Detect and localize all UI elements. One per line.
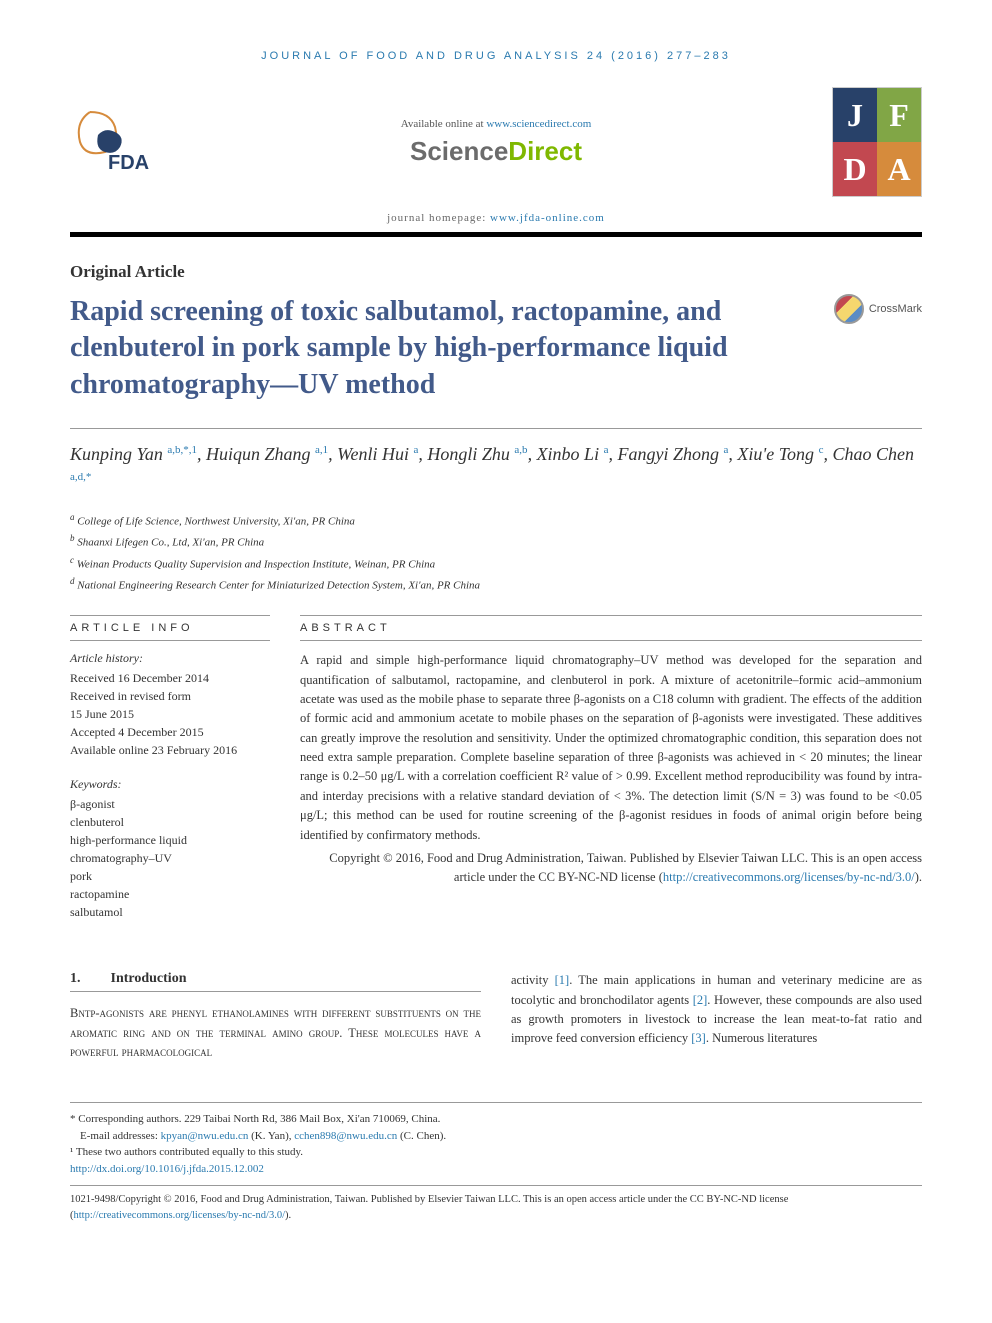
sciencedirect-logo: ScienceDirect [160, 136, 832, 167]
history-line: Received in revised form [70, 687, 270, 705]
ref-3-link[interactable]: [3] [691, 1031, 706, 1045]
author: Kunping Yan a,b,*,1 [70, 444, 197, 464]
keywords-text: β-agonistclenbuterolhigh-performance liq… [70, 795, 270, 921]
sciencedirect-link[interactable]: www.sciencedirect.com [486, 118, 591, 130]
jfda-j: J [833, 88, 877, 142]
history-line: Received 16 December 2014 [70, 669, 270, 687]
keyword: pork [70, 867, 270, 885]
affiliation: d National Engineering Research Center f… [70, 574, 922, 595]
keyword: salbutamol [70, 903, 270, 921]
available-online-text: Available online at www.sciencedirect.co… [160, 118, 832, 130]
author: Xinbo Li a [537, 444, 609, 464]
author: Fangyi Zhong a [617, 444, 728, 464]
divider [70, 428, 922, 429]
affiliation: c Weinan Products Quality Supervision an… [70, 553, 922, 574]
author: Wenli Hui a [337, 444, 418, 464]
history-line: 15 June 2015 [70, 705, 270, 723]
svg-text:FDA: FDA [108, 152, 149, 174]
doi-link[interactable]: http://dx.doi.org/10.1016/j.jfda.2015.12… [70, 1163, 264, 1175]
abstract-text: A rapid and simple high-performance liqu… [300, 651, 922, 845]
keyword: β-agonist [70, 795, 270, 813]
section-1-heading: 1. Introduction [70, 971, 481, 992]
journal-cover: J F D A [832, 87, 922, 197]
crossmark-badge[interactable]: CrossMark [834, 294, 922, 324]
email-chen-link[interactable]: cchen898@nwu.edu.cn [294, 1130, 397, 1142]
abstract-copyright: Copyright © 2016, Food and Drug Administ… [300, 849, 922, 888]
jfda-d: D [833, 142, 877, 196]
keyword: high-performance liquid [70, 831, 270, 849]
affiliations-list: a College of Life Science, Northwest Uni… [70, 510, 922, 595]
jfda-f: F [877, 88, 921, 142]
affiliation: b Shaanxi Lifegen Co., Ltd, Xi'an, PR Ch… [70, 531, 922, 552]
footnotes: * Corresponding authors. 229 Taibai Nort… [70, 1102, 922, 1177]
affiliation: a College of Life Science, Northwest Uni… [70, 510, 922, 531]
homepage-link[interactable]: www.jfda-online.com [490, 212, 605, 224]
homepage-line: journal homepage: www.jfda-online.com [70, 212, 922, 224]
author: Huiqun Zhang a,1 [206, 444, 328, 464]
article-info-header: ARTICLE INFO [70, 615, 270, 641]
abstract-header: ABSTRACT [300, 615, 922, 641]
running-header: JOURNAL OF FOOD AND DRUG ANALYSIS 24 (20… [70, 50, 922, 62]
history-line: Accepted 4 December 2015 [70, 723, 270, 741]
crossmark-icon [834, 294, 864, 324]
divider-bar [70, 232, 922, 237]
keyword: ractopamine [70, 885, 270, 903]
email-yan-link[interactable]: kpyan@nwu.edu.cn [161, 1130, 249, 1142]
cc-license-link-bottom[interactable]: http://creativecommons.org/licenses/by-n… [74, 1210, 286, 1221]
cc-license-link[interactable]: http://creativecommons.org/licenses/by-n… [663, 870, 915, 884]
history-text: Received 16 December 2014Received in rev… [70, 669, 270, 759]
intro-col1-text: Βντρ-agonists are phenyl ethanolamines w… [70, 1004, 481, 1062]
ref-2-link[interactable]: [2] [693, 993, 708, 1007]
jfda-a: A [877, 142, 921, 196]
intro-col2-text: activity [1]. The main applications in h… [511, 971, 922, 1049]
fda-logo: FDA [70, 107, 160, 177]
keyword: clenbuterol [70, 813, 270, 831]
article-type: Original Article [70, 262, 922, 282]
author: Xiu'e Tong c [737, 444, 823, 464]
keywords-label: Keywords: [70, 777, 270, 792]
top-banner: FDA Available online at www.sciencedirec… [70, 87, 922, 197]
author: Hongli Zhu a,b [427, 444, 527, 464]
history-label: Article history: [70, 651, 270, 666]
history-line: Available online 23 February 2016 [70, 741, 270, 759]
bottom-copyright: 1021-9498/Copyright © 2016, Food and Dru… [70, 1185, 922, 1224]
article-title: Rapid screening of toxic salbutamol, rac… [70, 294, 834, 403]
authors-list: Kunping Yan a,b,*,1, Huiqun Zhang a,1, W… [70, 441, 922, 495]
ref-1-link[interactable]: [1] [555, 973, 570, 987]
keyword: chromatography–UV [70, 849, 270, 867]
